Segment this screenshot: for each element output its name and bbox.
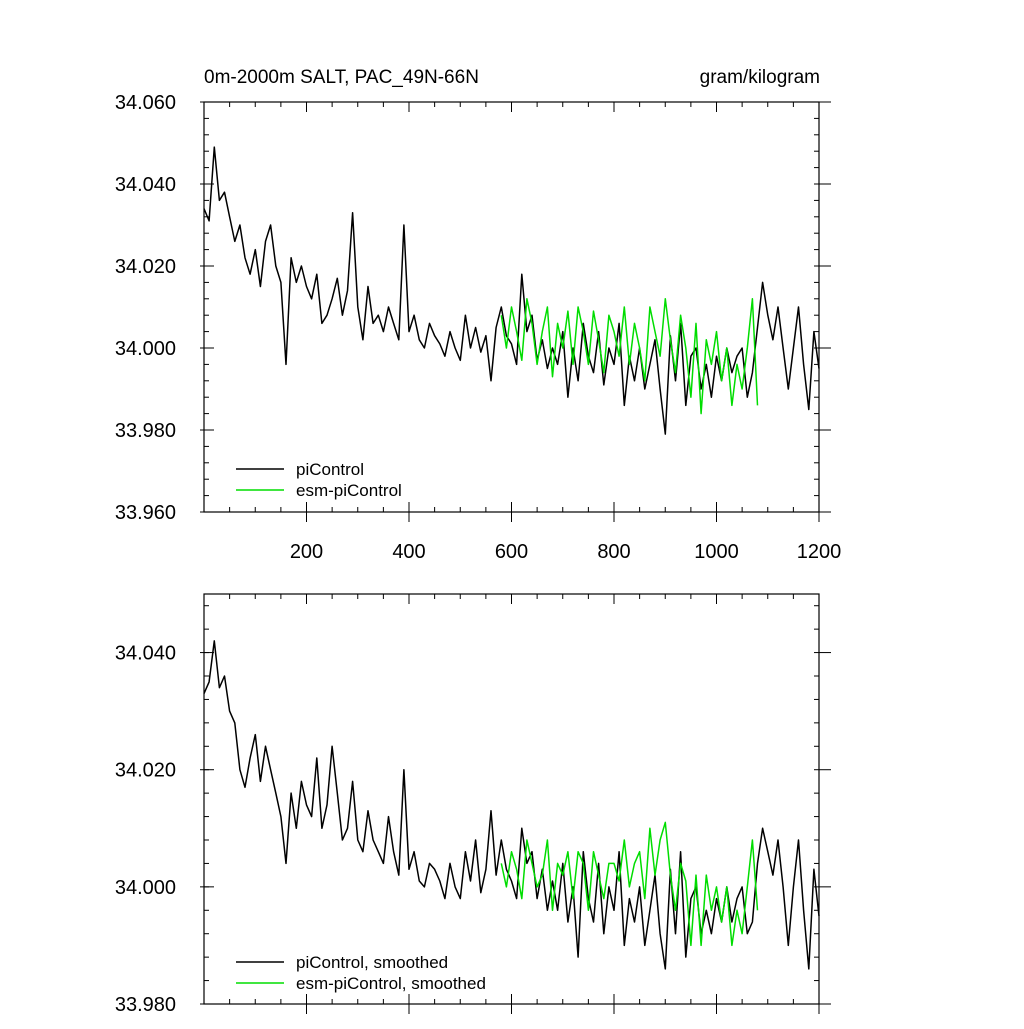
legend-label-esm-picontrol: esm-piControl	[296, 481, 402, 500]
y-tick-label: 33.980	[115, 420, 176, 442]
top-ticks	[200, 101, 831, 522]
series-line-picontrol-smoothed	[203, 640, 820, 970]
x-tick-label: 800	[597, 541, 630, 563]
bottom-panel: 34.040 34.020 34.000 33.980 piControl, smoo…	[115, 593, 831, 1016]
y-tick-label: 33.980	[115, 994, 176, 1016]
bottom-series-lines	[203, 640, 820, 970]
legend-label-esm-picontrol-smoothed: esm-piControl, smoothed	[296, 974, 486, 993]
legend-label-picontrol: piControl	[296, 460, 364, 479]
legend-label-picontrol-smoothed: piControl, smoothed	[296, 953, 448, 972]
series-line-esm-picontrol	[500, 298, 759, 415]
y-tick-label: 34.040	[115, 643, 176, 665]
series-line-esm-picontrol-smoothed	[500, 821, 759, 947]
top-x-tick-labels: 200 400 600 800 1000 1200	[290, 541, 841, 563]
x-tick-label: 200	[290, 541, 323, 563]
top-series-lines	[203, 146, 820, 435]
bottom-legend: piControl, smoothed esm-piControl, smoot…	[236, 953, 486, 993]
units-label: gram/kilogram	[700, 67, 820, 88]
top-y-tick-labels: 34.060 34.040 34.020 34.000 33.980 33.960	[115, 92, 176, 524]
x-tick-label: 600	[495, 541, 528, 563]
bottom-plot-frame	[203, 593, 820, 1005]
y-tick-label: 34.020	[115, 760, 176, 782]
series-line-picontrol	[203, 146, 820, 435]
x-tick-label: 400	[392, 541, 425, 563]
y-tick-label: 34.000	[115, 877, 176, 899]
top-legend: piControl esm-piControl	[236, 460, 402, 500]
bottom-ticks	[200, 594, 831, 1014]
chart-title: 0m-2000m SALT, PAC_49N-66N	[204, 67, 479, 88]
bottom-y-tick-labels: 34.040 34.020 34.000 33.980	[115, 643, 176, 1016]
y-tick-label: 34.060	[115, 92, 176, 114]
top-panel: 0m-2000m SALT, PAC_49N-66N gram/kilogram…	[115, 67, 841, 563]
y-tick-label: 34.020	[115, 256, 176, 278]
y-tick-label: 33.960	[115, 502, 176, 524]
x-tick-label: 1000	[694, 541, 739, 563]
x-tick-label: 1200	[797, 541, 842, 563]
y-tick-label: 34.040	[115, 174, 176, 196]
y-tick-label: 34.000	[115, 338, 176, 360]
